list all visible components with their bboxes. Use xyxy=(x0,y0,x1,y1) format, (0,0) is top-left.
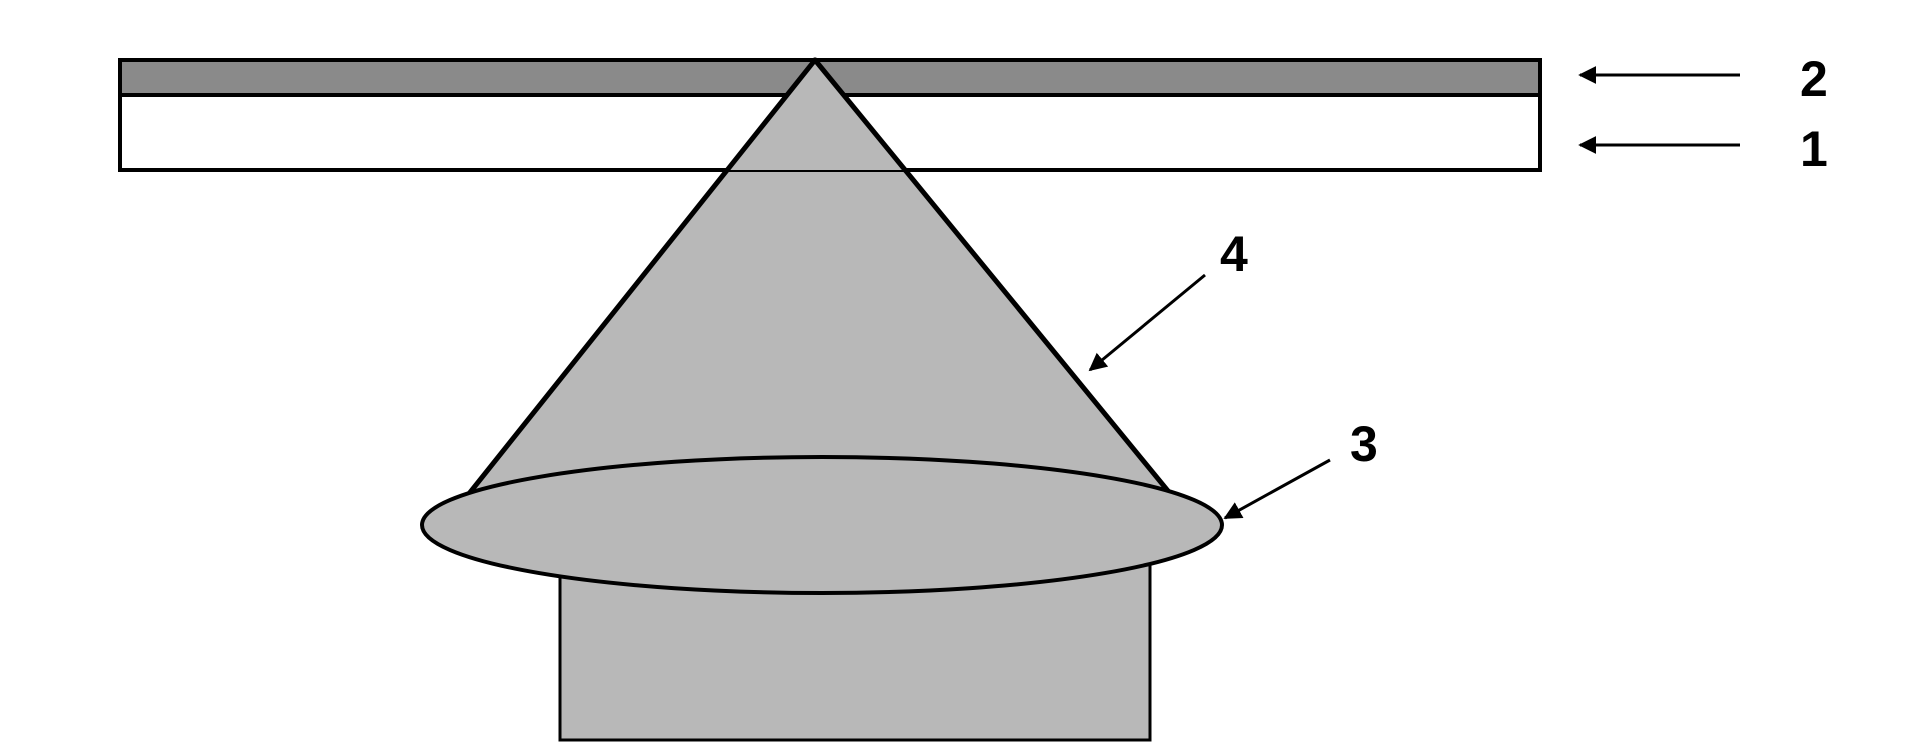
diagram-stage: 2 1 4 3 xyxy=(0,0,1929,753)
diagram-svg xyxy=(0,0,1929,753)
label-4: 4 xyxy=(1220,225,1248,283)
label-2: 2 xyxy=(1800,50,1828,108)
label-1: 1 xyxy=(1800,120,1828,178)
label-3: 3 xyxy=(1350,415,1378,473)
